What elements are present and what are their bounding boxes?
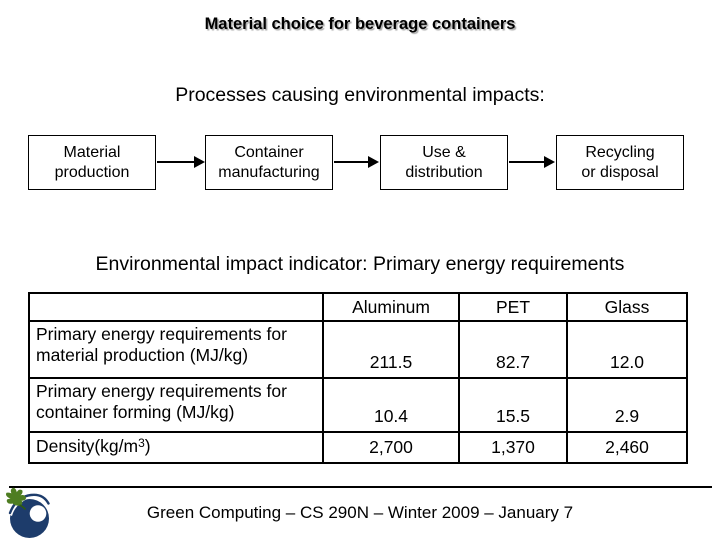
column-header-glass: Glass [566,292,688,322]
flow-box-label-line: or disposal [581,163,659,181]
flow-arrow-head-icon [368,156,379,168]
footer-text: Green Computing – CS 290N – Winter 2009 … [146,503,574,522]
leaf-water-globe-logo-icon [5,487,50,538]
row-label-line: container forming (MJ/kg) [36,402,235,422]
flow-box-label-line: distribution [405,163,483,181]
value-cell: 2,700 [322,431,460,464]
section-heading: Environmental impact indicator: Primary … [95,253,625,275]
flow-arrow-head-icon [544,156,555,168]
row-label-cell: Density(kg/m3) [28,431,324,464]
row-label-line: Primary energy requirements for [36,381,287,401]
row-label-text: Density(kg/m [36,436,139,456]
flow-box-label-line: Container [234,143,304,161]
slide-title: Material choice for beverage containers [204,15,516,33]
row-label-text: ) [144,436,151,456]
row-label-line: material production (MJ/kg) [36,345,249,365]
value-cell: 2,460 [566,431,688,464]
flow-box-label-line: Material [63,143,121,161]
flow-arrow-head-icon [194,156,205,168]
column-header-aluminum: Aluminum [322,292,460,322]
row-label-line: Primary energy requirements for [36,324,287,344]
value-cell: 12.0 [566,320,688,379]
value-cell: 82.7 [458,320,568,379]
column-header-pet: PET [458,292,568,322]
flow-box-label-line: production [54,163,130,181]
flow-box-recycling-disposal: Recycling or disposal [556,135,684,190]
footer-divider [9,486,712,488]
row-label-cell: Primary energy requirements for containe… [28,377,324,433]
flow-box-use-distribution: Use & distribution [380,135,508,190]
value-cell: 10.4 [322,377,460,433]
table-row-container-forming: Primary energy requirements for containe… [28,377,688,433]
flow-box-container-manufacturing: Container manufacturing [205,135,333,190]
flow-box-label-line: Recycling [585,143,655,161]
table-corner-cell [28,292,324,322]
flow-box-material-production: Material production [28,135,156,190]
flow-arrow-line [334,161,369,163]
flow-arrow-line [157,161,195,163]
row-label-superscript: 3 [138,436,145,450]
flow-arrow-line [509,161,545,163]
row-label-cell: Primary energy requirements for material… [28,320,324,379]
value-cell: 211.5 [322,320,460,379]
value-cell: 2.9 [566,377,688,433]
table-row-density: Density(kg/m3) 2,700 1,370 2,460 [28,431,688,464]
table-header-row: Aluminum PET Glass [28,292,688,322]
slide-subtitle: Processes causing environmental impacts: [175,84,545,106]
flow-box-label-line: manufacturing [218,163,320,181]
energy-requirements-table: Aluminum PET Glass Primary energy requir… [28,292,688,464]
flow-box-label-line: Use & [422,143,466,161]
table-row-material-production: Primary energy requirements for material… [28,320,688,379]
value-cell: 1,370 [458,431,568,464]
value-cell: 15.5 [458,377,568,433]
